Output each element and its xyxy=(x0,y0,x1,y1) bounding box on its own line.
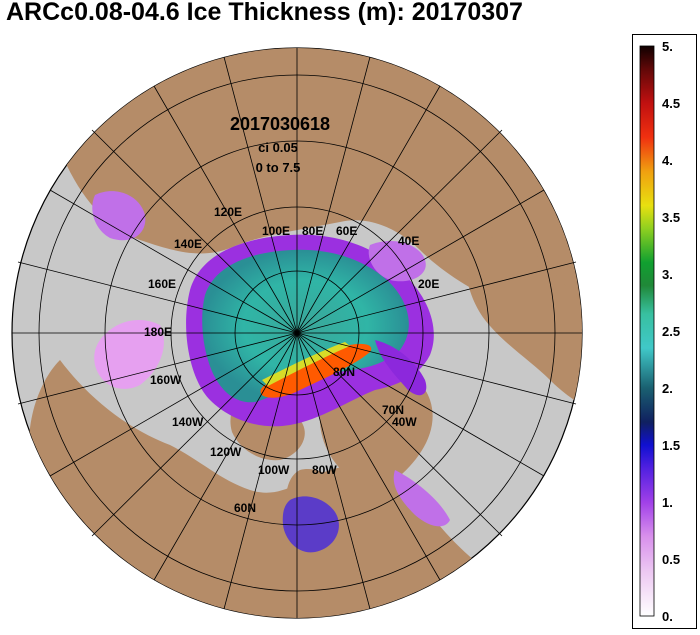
sea-ice-main xyxy=(202,249,409,403)
label-120e: 120E xyxy=(214,205,242,219)
label-20e: 20E xyxy=(418,277,439,291)
polar-map: 2017030618 ci 0.05 0 to 7.5 120E 100E 80… xyxy=(11,47,583,619)
label-140e: 140E xyxy=(174,237,202,251)
label-80w: 80W xyxy=(312,463,337,477)
thin-ice-okhotsk xyxy=(92,191,146,241)
datetime-label: 2017030618 xyxy=(230,114,330,134)
label-180e: 180E xyxy=(144,325,172,339)
label-40e: 40E xyxy=(398,234,419,248)
graticule-meridians xyxy=(12,48,582,618)
sea-ice-thick xyxy=(260,343,372,398)
map-title: ARCc0.08-04.6 Ice Thickness (m): 2017030… xyxy=(6,0,523,26)
label-60e: 60E xyxy=(336,224,357,238)
value-range-label: 0 to 7.5 xyxy=(256,160,301,175)
polar-map-canvas: 2017030618 ci 0.05 0 to 7.5 120E 100E 80… xyxy=(11,47,583,619)
sea-ice-thick-edge xyxy=(262,342,350,386)
label-40w: 40W xyxy=(392,415,417,429)
colorbar-gradient xyxy=(639,45,655,617)
label-80n: 80N xyxy=(333,365,355,379)
colorbar-tick-label: 4. xyxy=(662,153,673,168)
contour-interval-label: ci 0.05 xyxy=(258,140,298,155)
colorbar-tick-label: 1. xyxy=(662,495,673,510)
colorbar-tick-label: 1.5 xyxy=(662,438,680,453)
graticule-parallels xyxy=(38,74,556,592)
colorbar-tick-label: 2.5 xyxy=(662,324,680,339)
label-70n: 70N xyxy=(382,403,404,417)
colorbar-tick-label: 3.5 xyxy=(662,210,680,225)
colorbar-tick-label: 3. xyxy=(662,267,673,282)
colorbar-canvas: 5. 4.5 4. 3.5 3. 2.5 2. 1.5 1. 0.5 0. xyxy=(632,34,697,629)
land-north-america xyxy=(29,360,500,618)
thin-ice-labrador xyxy=(393,470,450,527)
label-120w: 120W xyxy=(210,445,242,459)
label-60n: 60N xyxy=(234,501,256,515)
thin-ice-barents xyxy=(368,240,426,282)
label-140w: 140W xyxy=(172,415,204,429)
colorbar-tick-label: 2. xyxy=(662,381,673,396)
label-80e: 80E xyxy=(302,224,323,238)
colorbar: 5. 4.5 4. 3.5 3. 2.5 2. 1.5 1. 0.5 0. xyxy=(632,34,698,630)
land-europe xyxy=(465,237,582,420)
colorbar-tick-label: 0. xyxy=(662,609,673,624)
label-160e: 160E xyxy=(148,277,176,291)
label-160w: 160W xyxy=(150,373,182,387)
colorbar-tick-label: 0.5 xyxy=(662,552,680,567)
label-100w: 100W xyxy=(258,463,290,477)
land-eurasia xyxy=(60,48,582,330)
colorbar-tick-label: 5. xyxy=(662,39,673,54)
label-100e: 100E xyxy=(262,224,290,238)
colorbar-tick-label: 4.5 xyxy=(662,96,680,111)
